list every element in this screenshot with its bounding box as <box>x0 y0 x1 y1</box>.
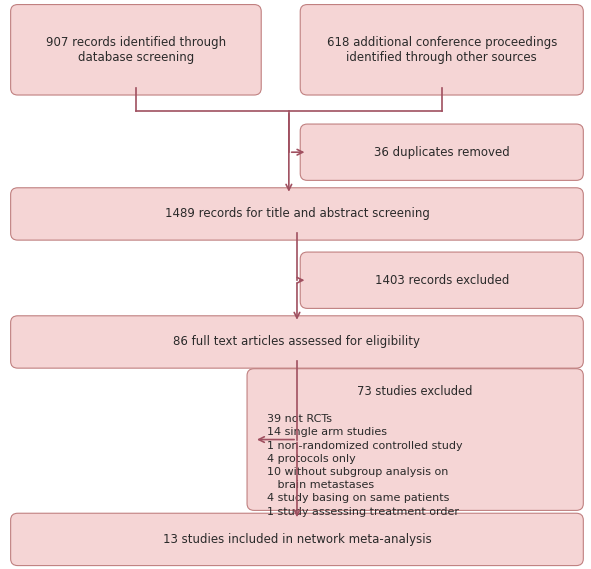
FancyBboxPatch shape <box>300 252 583 308</box>
FancyBboxPatch shape <box>11 188 583 240</box>
Text: 907 records identified through
database screening: 907 records identified through database … <box>46 36 226 64</box>
FancyBboxPatch shape <box>11 513 583 566</box>
Text: 73 studies excluded: 73 studies excluded <box>358 385 473 398</box>
Text: 1489 records for title and abstract screening: 1489 records for title and abstract scre… <box>164 208 430 220</box>
FancyBboxPatch shape <box>11 5 261 95</box>
FancyBboxPatch shape <box>247 369 583 510</box>
FancyBboxPatch shape <box>300 5 583 95</box>
Text: 618 additional conference proceedings
identified through other sources: 618 additional conference proceedings id… <box>327 36 557 64</box>
Text: 1403 records excluded: 1403 records excluded <box>375 274 509 287</box>
Text: 39 not RCTs
14 single arm studies
1 non-randomized controlled study
4 protocols : 39 not RCTs 14 single arm studies 1 non-… <box>267 414 463 517</box>
Text: 36 duplicates removed: 36 duplicates removed <box>374 146 509 159</box>
Text: 86 full text articles assessed for eligibility: 86 full text articles assessed for eligi… <box>174 336 420 348</box>
FancyBboxPatch shape <box>11 316 583 368</box>
FancyBboxPatch shape <box>300 124 583 180</box>
Text: 13 studies included in network meta-analysis: 13 studies included in network meta-anal… <box>163 533 431 546</box>
